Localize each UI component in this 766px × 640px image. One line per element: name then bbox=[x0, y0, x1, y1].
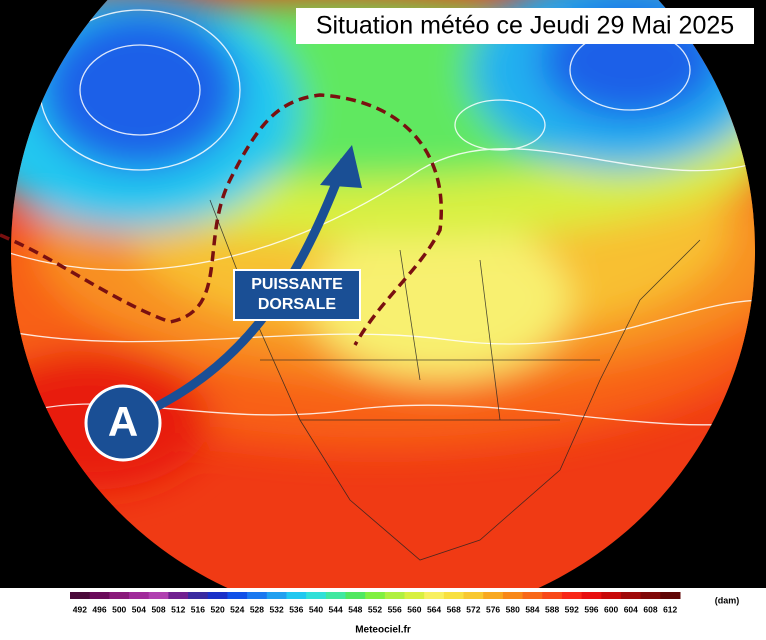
legend-swatch bbox=[227, 592, 248, 599]
legend-label: 548 bbox=[348, 604, 362, 614]
legend-label: 508 bbox=[151, 604, 165, 614]
legend-label: 504 bbox=[132, 604, 146, 614]
legend-swatch bbox=[286, 592, 307, 599]
anticyclone-badge bbox=[84, 384, 162, 462]
legend-swatch bbox=[542, 592, 563, 599]
legend-label: 564 bbox=[427, 604, 441, 614]
legend-swatch bbox=[483, 592, 504, 599]
legend-swatch bbox=[620, 592, 642, 599]
legend-swatch bbox=[148, 592, 169, 599]
legend-swatch bbox=[365, 592, 386, 599]
legend-swatch bbox=[168, 592, 189, 599]
legend-label: 492 bbox=[73, 604, 87, 614]
legend-label: 536 bbox=[289, 604, 303, 614]
legend-label: 580 bbox=[506, 604, 520, 614]
legend-label: 544 bbox=[329, 604, 343, 614]
legend-label: 592 bbox=[565, 604, 579, 614]
legend-swatch bbox=[89, 592, 110, 599]
legend-label: 584 bbox=[525, 604, 539, 614]
legend-label: 568 bbox=[447, 604, 461, 614]
legend-label: 540 bbox=[309, 604, 323, 614]
legend-label: 528 bbox=[250, 604, 264, 614]
title: Situation météo ce Jeudi 29 Mai 2025 bbox=[316, 12, 734, 40]
legend-swatch bbox=[660, 592, 681, 599]
legend-label: 596 bbox=[584, 604, 598, 614]
legend-swatch bbox=[404, 592, 425, 599]
legend-swatch bbox=[384, 592, 406, 599]
label-box bbox=[233, 269, 361, 321]
legend-swatch bbox=[188, 592, 209, 599]
anticyclone-label: A bbox=[108, 398, 138, 445]
legend-label: 516 bbox=[191, 604, 205, 614]
legend: 492 496 500 504 508 512 516 520 524 528 532 536 540 5… bbox=[70, 592, 681, 614]
legend-label: 520 bbox=[210, 604, 224, 614]
credit: Meteociel.fr bbox=[355, 625, 411, 636]
legend-label: 572 bbox=[466, 604, 480, 614]
ridge-label: DORSALE bbox=[258, 296, 337, 313]
legend-label: 604 bbox=[624, 604, 638, 614]
legend-swatch bbox=[443, 592, 465, 599]
legend-label: 552 bbox=[368, 604, 382, 614]
legend-swatch bbox=[581, 592, 602, 599]
legend-swatch bbox=[207, 592, 228, 599]
legend-label: 512 bbox=[171, 604, 185, 614]
legend-swatch bbox=[70, 592, 91, 599]
title-box bbox=[296, 8, 754, 44]
legend-label: 496 bbox=[92, 604, 106, 614]
legend-label: 600 bbox=[604, 604, 618, 614]
arrow-head bbox=[320, 145, 362, 188]
ridge-label: PUISSANTE bbox=[251, 276, 343, 293]
legend-label: 556 bbox=[388, 604, 402, 614]
legend-label: 532 bbox=[270, 604, 284, 614]
legend-swatch bbox=[325, 592, 346, 599]
legend-swatch bbox=[522, 592, 543, 599]
legend-swatch bbox=[601, 592, 622, 599]
legend-swatch bbox=[129, 592, 150, 599]
legend-swatch bbox=[463, 592, 484, 599]
legend-label: 560 bbox=[407, 604, 421, 614]
legend-swatch bbox=[502, 592, 524, 599]
legend-swatch bbox=[247, 592, 268, 599]
legend-swatch bbox=[424, 592, 445, 599]
legend-unit: (dam) bbox=[715, 595, 740, 605]
legend-label: 500 bbox=[112, 604, 126, 614]
legend-swatch bbox=[109, 592, 130, 599]
legend-swatch bbox=[306, 592, 327, 599]
legend-label: 524 bbox=[230, 604, 244, 614]
legend-label: 588 bbox=[545, 604, 559, 614]
legend-label: 612 bbox=[663, 604, 677, 614]
legend-swatch bbox=[345, 592, 366, 599]
legend-swatch bbox=[266, 592, 287, 599]
ridge-line bbox=[0, 93, 443, 346]
legend-swatch bbox=[561, 592, 583, 599]
legend-label: 576 bbox=[486, 604, 500, 614]
legend-swatch bbox=[640, 592, 661, 599]
legend-label: 608 bbox=[643, 604, 657, 614]
